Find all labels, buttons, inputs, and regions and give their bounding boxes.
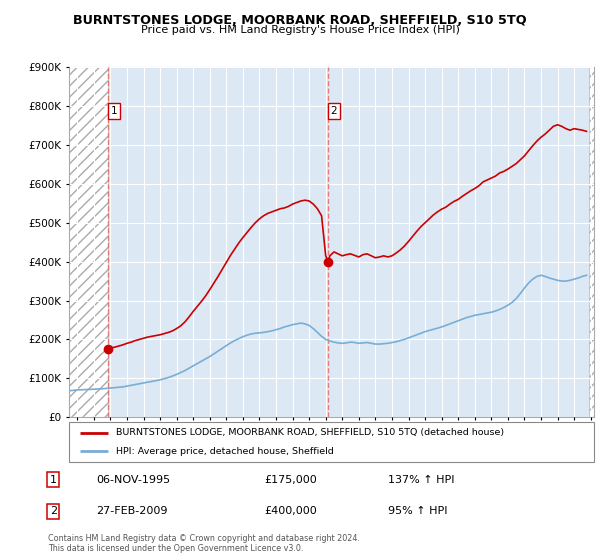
Bar <box>69 67 108 417</box>
Text: BURNTSTONES LODGE, MOORBANK ROAD, SHEFFIELD, S10 5TQ (detached house): BURNTSTONES LODGE, MOORBANK ROAD, SHEFFI… <box>116 428 505 437</box>
Text: Price paid vs. HM Land Registry's House Price Index (HPI): Price paid vs. HM Land Registry's House … <box>140 25 460 35</box>
Text: 27-FEB-2009: 27-FEB-2009 <box>97 506 168 516</box>
Text: 1: 1 <box>50 475 57 485</box>
FancyBboxPatch shape <box>69 422 594 462</box>
Text: 2: 2 <box>331 106 337 116</box>
Text: 2: 2 <box>50 506 57 516</box>
Text: 06-NOV-1995: 06-NOV-1995 <box>97 475 171 485</box>
Text: Contains HM Land Registry data © Crown copyright and database right 2024.
This d: Contains HM Land Registry data © Crown c… <box>48 534 360 553</box>
Text: BURNTSTONES LODGE, MOORBANK ROAD, SHEFFIELD, S10 5TQ: BURNTSTONES LODGE, MOORBANK ROAD, SHEFFI… <box>73 14 527 27</box>
Text: HPI: Average price, detached house, Sheffield: HPI: Average price, detached house, Shef… <box>116 447 334 456</box>
Bar <box>589 67 594 417</box>
Text: 1: 1 <box>110 106 117 116</box>
Text: 137% ↑ HPI: 137% ↑ HPI <box>388 475 455 485</box>
Text: £400,000: £400,000 <box>264 506 317 516</box>
Text: £175,000: £175,000 <box>264 475 317 485</box>
Text: 95% ↑ HPI: 95% ↑ HPI <box>388 506 448 516</box>
